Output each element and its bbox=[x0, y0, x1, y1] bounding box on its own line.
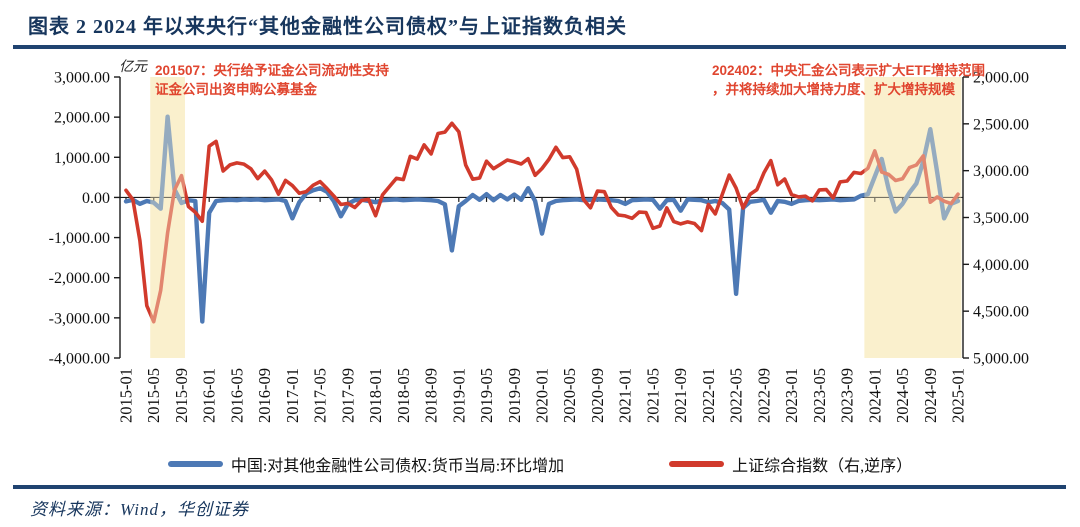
svg-text:2021-05: 2021-05 bbox=[643, 368, 662, 423]
left-axis: -4,000.00 -3,000.00 -2,000.00 -1,000.00 0.00… bbox=[49, 70, 121, 368]
svg-text:2023-01: 2023-01 bbox=[782, 368, 801, 423]
svg-text:2022-05: 2022-05 bbox=[727, 368, 746, 423]
chart-legend: 中国:对其他金融性公司债权:货币当局:环比增加 上证综合指数（右,逆序） bbox=[0, 452, 1080, 476]
line-chart: 2015-01 2015-05 2015-09 2016-01 2016-05 2016-… bbox=[49, 70, 1029, 424]
svg-text:2016-05: 2016-05 bbox=[227, 368, 246, 423]
svg-text:1,000.00: 1,000.00 bbox=[54, 150, 110, 167]
svg-text:2017-01: 2017-01 bbox=[283, 368, 302, 423]
svg-text:0.00: 0.00 bbox=[82, 190, 110, 207]
svg-text:2025-01: 2025-01 bbox=[949, 368, 968, 423]
right-axis: 2,000.00 2,500.00 3,000.00 3,500.00 4,000.00… bbox=[962, 70, 1029, 368]
svg-text:-4,000.00: -4,000.00 bbox=[49, 351, 110, 368]
svg-text:2015-01: 2015-01 bbox=[117, 368, 136, 423]
annotation-line: ，并将持续加大增持力度、扩大增持规模 bbox=[712, 81, 955, 97]
series-line-pboc-claims bbox=[123, 114, 961, 324]
legend-swatch-blue-line bbox=[167, 461, 223, 467]
svg-text:2024-09: 2024-09 bbox=[921, 368, 940, 423]
svg-text:2015-05: 2015-05 bbox=[144, 368, 163, 423]
svg-text:2016-09: 2016-09 bbox=[255, 368, 274, 423]
svg-text:2023-09: 2023-09 bbox=[838, 368, 857, 423]
svg-text:2,000.00: 2,000.00 bbox=[973, 70, 1029, 87]
svg-text:2,000.00: 2,000.00 bbox=[54, 110, 110, 127]
svg-text:2019-05: 2019-05 bbox=[477, 368, 496, 423]
svg-text:2016-01: 2016-01 bbox=[200, 368, 219, 423]
svg-text:3,500.00: 3,500.00 bbox=[973, 210, 1029, 227]
legend-item: 上证综合指数（右,逆序） bbox=[669, 452, 912, 476]
x-axis: 2015-01 2015-05 2015-09 2016-01 2016-05 2016-… bbox=[117, 196, 968, 423]
svg-text:2018-09: 2018-09 bbox=[422, 368, 441, 423]
svg-text:2020-01: 2020-01 bbox=[533, 368, 552, 423]
annotation-202402: 202402：中央汇金公司表示扩大ETF增持范围 ，并将持续加大增持力度、扩大增… bbox=[712, 62, 985, 100]
svg-text:3,000.00: 3,000.00 bbox=[973, 163, 1029, 180]
legend-swatch-red-line bbox=[669, 461, 725, 467]
chart-area: 2015-01 2015-05 2015-09 2016-01 2016-05 2016-… bbox=[0, 55, 1080, 455]
svg-text:2021-09: 2021-09 bbox=[671, 368, 690, 423]
annotation-line: 证金公司出资申购公募基金 bbox=[155, 81, 317, 97]
annotation-line: 202402：中央汇金公司表示扩大ETF增持范围 bbox=[712, 63, 986, 78]
legend-label: 中国:对其他金融性公司债权:货币当局:环比增加 bbox=[230, 458, 565, 475]
unit-label: 亿元 bbox=[119, 60, 147, 75]
svg-text:-3,000.00: -3,000.00 bbox=[49, 310, 110, 327]
svg-text:5,000.00: 5,000.00 bbox=[973, 351, 1029, 368]
svg-text:-2,000.00: -2,000.00 bbox=[49, 270, 110, 287]
svg-text:2020-05: 2020-05 bbox=[560, 368, 579, 423]
legend-item: 中国:对其他金融性公司债权:货币当局:环比增加 bbox=[167, 452, 565, 476]
figure-title: 图表 2 2024 年以来央行“其他金融性公司债权”与上证指数负相关 bbox=[28, 16, 627, 38]
svg-text:2015-09: 2015-09 bbox=[172, 368, 191, 423]
svg-text:2022-09: 2022-09 bbox=[754, 368, 773, 423]
svg-text:3,000.00: 3,000.00 bbox=[54, 70, 110, 87]
highlight-bands-overlay bbox=[150, 77, 962, 358]
legend-label: 上证综合指数（右,逆序） bbox=[732, 458, 913, 475]
top-rule bbox=[13, 45, 1066, 49]
svg-text:2021-01: 2021-01 bbox=[616, 368, 635, 423]
svg-text:2017-05: 2017-05 bbox=[311, 368, 330, 423]
svg-text:2017-09: 2017-09 bbox=[338, 368, 357, 423]
svg-text:2019-01: 2019-01 bbox=[449, 368, 468, 423]
svg-text:4,000.00: 4,000.00 bbox=[973, 257, 1029, 274]
bottom-rule bbox=[13, 485, 1066, 489]
svg-text:2022-01: 2022-01 bbox=[699, 368, 718, 423]
annotation-201507: 201507：央行给予证金公司流动性支持 证金公司出资申购公募基金 bbox=[155, 62, 389, 100]
svg-text:2018-01: 2018-01 bbox=[366, 368, 385, 423]
svg-text:2024-01: 2024-01 bbox=[865, 368, 884, 423]
svg-text:2023-05: 2023-05 bbox=[810, 368, 829, 423]
annotation-line: 201507：央行给予证金公司流动性支持 bbox=[155, 63, 390, 78]
svg-text:2019-09: 2019-09 bbox=[505, 368, 524, 423]
svg-text:2,500.00: 2,500.00 bbox=[973, 116, 1029, 133]
series-line-sse-index bbox=[124, 121, 960, 324]
svg-text:-1,000.00: -1,000.00 bbox=[49, 230, 110, 247]
highlight-bands bbox=[150, 77, 962, 358]
svg-text:4,500.00: 4,500.00 bbox=[973, 304, 1029, 321]
source-note: 资料来源：Wind，华创证券 bbox=[30, 500, 249, 519]
svg-text:2020-09: 2020-09 bbox=[588, 368, 607, 423]
svg-text:2018-05: 2018-05 bbox=[394, 368, 413, 423]
svg-text:2024-05: 2024-05 bbox=[893, 368, 912, 423]
